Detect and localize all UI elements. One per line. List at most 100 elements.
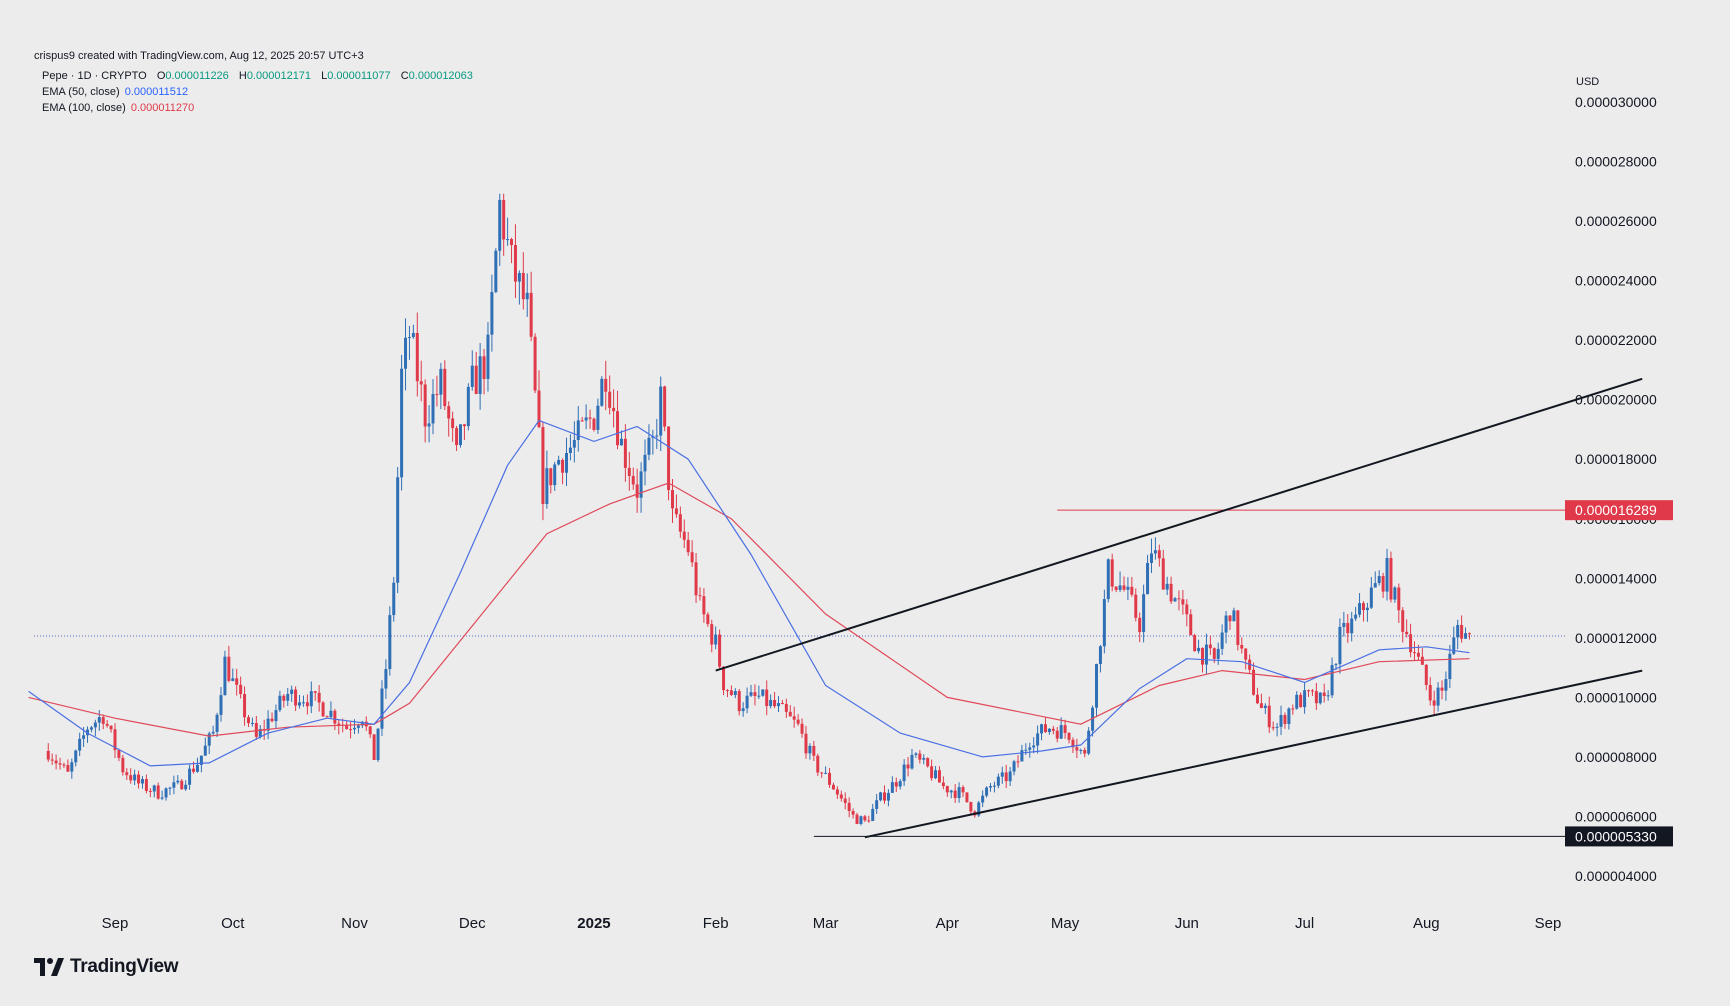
candle (388, 606, 392, 676)
candle-body (553, 464, 557, 486)
candle-body (1106, 559, 1110, 600)
candle-body (137, 774, 141, 784)
candle-body (1259, 703, 1263, 709)
x-tick-label: Apr (936, 915, 959, 932)
trendline-layer (715, 377, 1643, 839)
candle-body (1075, 747, 1079, 751)
candle (1110, 553, 1114, 592)
candle (643, 439, 647, 486)
candle (1338, 618, 1342, 674)
candle-body (380, 688, 384, 729)
candle (427, 405, 431, 443)
candle (1397, 583, 1401, 623)
candle-body (384, 669, 388, 689)
y-tick-label: 0.000012000 (1575, 630, 1657, 646)
candle-body (1043, 724, 1047, 733)
candle (894, 777, 898, 792)
candle-body (1330, 665, 1334, 696)
candle-body (898, 781, 902, 787)
candle-body (761, 689, 765, 696)
candle (592, 417, 596, 432)
candle-body (407, 337, 411, 339)
candle (576, 406, 580, 452)
tradingview-brand[interactable]: TradingView (34, 956, 179, 978)
candle (612, 389, 616, 428)
candle (655, 418, 659, 450)
candle (608, 375, 612, 415)
candle-body (749, 692, 753, 696)
candle (686, 531, 690, 556)
candle-body (298, 702, 302, 706)
symbol-label[interactable]: Pepe · 1D · CRYPTO (42, 70, 147, 82)
ema100-legend[interactable]: EMA (100, close) 0.000011270 (42, 102, 194, 114)
candle-body (164, 788, 168, 798)
candle (537, 370, 541, 429)
candle-body (1189, 614, 1193, 636)
candle-body (352, 727, 356, 730)
candle (647, 424, 651, 461)
candle-body (258, 728, 262, 737)
candle (753, 684, 757, 706)
candle (97, 710, 101, 731)
candle-body (698, 595, 702, 597)
candle-body (54, 760, 58, 764)
candle-body (843, 798, 847, 803)
candle-body (1314, 691, 1318, 704)
candle-body (1397, 587, 1401, 611)
candle (1393, 586, 1397, 603)
candle (918, 749, 922, 764)
candle-body (1138, 617, 1142, 633)
upper-trendline (715, 377, 1643, 672)
candle-body (623, 438, 627, 468)
candle-body (1091, 707, 1095, 731)
candle-body (710, 624, 714, 645)
candle-body (694, 562, 698, 596)
candle (1157, 544, 1161, 567)
candle-body (1283, 715, 1287, 725)
candle (1173, 596, 1177, 602)
candle-body (608, 391, 612, 408)
candle-body (1310, 690, 1314, 692)
brand-name: TradingView (70, 956, 179, 977)
candle-body (1389, 557, 1393, 600)
candle-body (934, 770, 938, 779)
candle-body (678, 514, 682, 532)
candle (1342, 611, 1346, 637)
ema50-legend[interactable]: EMA (50, close) 0.000011512 (42, 86, 188, 98)
candle-body (400, 368, 404, 478)
candle-body (800, 723, 804, 734)
candle (321, 701, 325, 718)
candle-body (1405, 631, 1409, 635)
candle (839, 790, 843, 802)
candle-body (109, 725, 113, 730)
candle (1413, 641, 1417, 661)
candle-body (879, 792, 883, 801)
candle-body (788, 711, 792, 717)
candle (482, 348, 486, 395)
y-tick-label: 0.000018000 (1575, 451, 1657, 467)
candle-body (941, 782, 945, 787)
open-label: O (156, 70, 166, 82)
candle (521, 252, 525, 310)
candle (992, 781, 996, 793)
candle-body (1142, 594, 1146, 633)
candle (824, 766, 828, 775)
candle-body (1338, 626, 1342, 665)
candle (561, 458, 565, 485)
candle (1177, 590, 1181, 611)
candle (133, 769, 137, 786)
candle (1146, 554, 1150, 595)
candle-body (647, 437, 651, 455)
candle-body (1377, 576, 1381, 584)
candle (313, 690, 317, 701)
candle (74, 749, 78, 767)
candle-body (1432, 700, 1436, 706)
candle-body (239, 684, 243, 695)
open-value: 0.000011226 (165, 70, 229, 82)
y-tick-label: 0.000026000 (1575, 213, 1657, 229)
candle (243, 686, 247, 726)
candle (513, 224, 517, 299)
candle (1028, 742, 1032, 758)
candle-body (847, 802, 851, 811)
